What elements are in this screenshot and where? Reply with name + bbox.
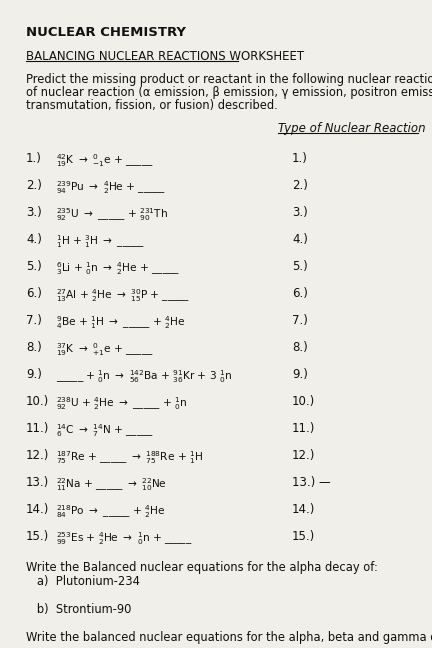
Text: 15.): 15.) <box>26 530 49 543</box>
Text: $^{218}_{84}$Po $\rightarrow$ _____ + $^{4}_{2}$He: $^{218}_{84}$Po $\rightarrow$ _____ + $^… <box>56 503 165 520</box>
Text: 3.): 3.) <box>292 206 308 219</box>
Text: _____ + $^{1}_{0}$n $\rightarrow$ $^{142}_{56}$Ba + $^{91}_{36}$Kr + 3 $^{1}_{0}: _____ + $^{1}_{0}$n $\rightarrow$ $^{142… <box>56 368 232 385</box>
Text: 2.): 2.) <box>292 179 308 192</box>
Text: Predict the missing product or reactant in the following nuclear reactions.  Det: Predict the missing product or reactant … <box>26 73 432 86</box>
Text: 9.): 9.) <box>26 368 42 381</box>
Text: NUCLEAR CHEMISTRY: NUCLEAR CHEMISTRY <box>26 26 186 39</box>
Text: $^{239}_{94}$Pu $\rightarrow$ $^{4}_{2}$He + _____: $^{239}_{94}$Pu $\rightarrow$ $^{4}_{2}$… <box>56 179 166 196</box>
Text: $^{9}_{4}$Be + $^{1}_{1}$H $\rightarrow$ _____ + $^{4}_{2}$He: $^{9}_{4}$Be + $^{1}_{1}$H $\rightarrow$… <box>56 314 185 330</box>
Text: transmutation, fission, or fusion) described.: transmutation, fission, or fusion) descr… <box>26 99 278 112</box>
Text: 4.): 4.) <box>292 233 308 246</box>
Text: 13.): 13.) <box>26 476 49 489</box>
Text: $^{6}_{3}$Li + $^{1}_{0}$n $\rightarrow$ $^{4}_{2}$He + _____: $^{6}_{3}$Li + $^{1}_{0}$n $\rightarrow$… <box>56 260 180 277</box>
Text: Type of Nuclear Reaction: Type of Nuclear Reaction <box>278 122 426 135</box>
Text: 4.): 4.) <box>26 233 42 246</box>
Text: 11.): 11.) <box>26 422 49 435</box>
Text: of nuclear reaction (α emission, β emission, γ emission, positron emission, arti: of nuclear reaction (α emission, β emiss… <box>26 86 432 99</box>
Text: 6.): 6.) <box>292 287 308 300</box>
Text: 5.): 5.) <box>26 260 42 273</box>
Text: 14.): 14.) <box>26 503 49 516</box>
Text: 2.): 2.) <box>26 179 42 192</box>
Text: 12.): 12.) <box>292 449 315 462</box>
Text: 13.) —: 13.) — <box>292 476 331 489</box>
Text: $^{253}_{99}$Es + $^{4}_{2}$He $\rightarrow$ $^{1}_{0}$n + _____: $^{253}_{99}$Es + $^{4}_{2}$He $\rightar… <box>56 530 193 547</box>
Text: $^{1}_{1}$H + $^{3}_{1}$H $\rightarrow$ _____: $^{1}_{1}$H + $^{3}_{1}$H $\rightarrow$ … <box>56 233 145 249</box>
Text: 10.): 10.) <box>26 395 49 408</box>
Text: 10.): 10.) <box>292 395 315 408</box>
Text: $^{235}_{92}$U $\rightarrow$ _____ + $^{231}_{90}$Th: $^{235}_{92}$U $\rightarrow$ _____ + $^{… <box>56 206 168 223</box>
Text: $^{238}_{92}$U + $^{4}_{2}$He $\rightarrow$ _____ + $^{1}_{0}$n: $^{238}_{92}$U + $^{4}_{2}$He $\rightarr… <box>56 395 187 411</box>
Text: 1.): 1.) <box>292 152 308 165</box>
Text: b)  Strontium-90: b) Strontium-90 <box>26 603 131 616</box>
Text: $^{27}_{13}$Al + $^{4}_{2}$He $\rightarrow$ $^{30}_{15}$P + _____: $^{27}_{13}$Al + $^{4}_{2}$He $\rightarr… <box>56 287 190 304</box>
Text: BALANCING NUCLEAR REACTIONS WORKSHEET: BALANCING NUCLEAR REACTIONS WORKSHEET <box>26 50 304 63</box>
Text: $^{42}_{19}$K $\rightarrow$ $^{0}_{-1}$e + _____: $^{42}_{19}$K $\rightarrow$ $^{0}_{-1}$e… <box>56 152 154 168</box>
Text: 1.): 1.) <box>26 152 42 165</box>
Text: 8.): 8.) <box>292 341 308 354</box>
Text: $^{37}_{19}$K $\rightarrow$ $^{0}_{+1}$e + _____: $^{37}_{19}$K $\rightarrow$ $^{0}_{+1}$e… <box>56 341 154 358</box>
Text: 15.): 15.) <box>292 530 315 543</box>
Text: $^{14}_{6}$C $\rightarrow$ $^{14}_{7}$N + _____: $^{14}_{6}$C $\rightarrow$ $^{14}_{7}$N … <box>56 422 154 439</box>
Text: 8.): 8.) <box>26 341 42 354</box>
Text: $^{187}_{75}$Re + _____ $\rightarrow$ $^{188}_{75}$Re + $^{1}_{1}$H: $^{187}_{75}$Re + _____ $\rightarrow$ $^… <box>56 449 203 466</box>
Text: $^{22}_{11}$Na + _____ $\rightarrow$ $^{22}_{10}$Ne: $^{22}_{11}$Na + _____ $\rightarrow$ $^{… <box>56 476 167 492</box>
Text: a)  Plutonium-234: a) Plutonium-234 <box>26 575 140 588</box>
Text: 3.): 3.) <box>26 206 42 219</box>
Text: Write the balanced nuclear equations for the alpha, beta and gamma decay of Radi: Write the balanced nuclear equations for… <box>26 631 432 644</box>
Text: 7.): 7.) <box>26 314 42 327</box>
Text: Write the Balanced nuclear equations for the alpha decay of:: Write the Balanced nuclear equations for… <box>26 561 378 574</box>
Text: 11.): 11.) <box>292 422 315 435</box>
Text: 7.): 7.) <box>292 314 308 327</box>
Text: 12.): 12.) <box>26 449 49 462</box>
Text: 6.): 6.) <box>26 287 42 300</box>
Text: 14.): 14.) <box>292 503 315 516</box>
Text: 9.): 9.) <box>292 368 308 381</box>
Text: 5.): 5.) <box>292 260 308 273</box>
